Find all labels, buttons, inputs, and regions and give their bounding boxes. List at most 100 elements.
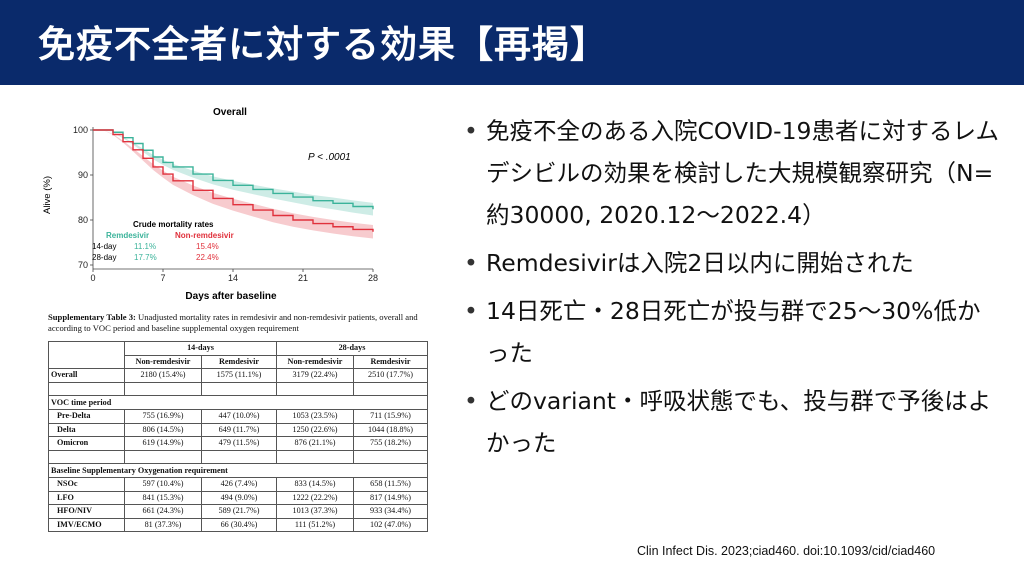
row-label: Omicron xyxy=(48,436,125,451)
x-tick-label: 0 xyxy=(90,273,95,283)
table-row: NSOc 597 (10.4%) 426 (7.4%) 833 (14.5%) … xyxy=(48,476,428,492)
table-cell: 1250 (22.6%) xyxy=(276,422,354,438)
bullet-item: 免疫不全のある入院COVID-19患者に対するレムデシビルの効果を検討した大規模… xyxy=(460,110,1000,236)
table-cell: 619 (14.9%) xyxy=(124,436,202,451)
table-cell: 2510 (17.7%) xyxy=(353,368,428,383)
row-label: IMV/ECMO xyxy=(48,517,125,533)
crude-title: Crude mortality rates xyxy=(133,220,214,229)
table-cell: 589 (21.7%) xyxy=(201,504,277,519)
table-caption-text: Unadjusted mortality rates in remdesivir… xyxy=(48,312,418,333)
table-spacer-row xyxy=(48,381,428,397)
table-row: HFO/NIV 661 (24.3%) 589 (21.7%) 1013 (37… xyxy=(48,504,428,519)
table-cell: 658 (11.5%) xyxy=(353,476,428,492)
x-tick-label: 21 xyxy=(298,273,308,283)
table-cell: 755 (18.2%) xyxy=(353,436,428,451)
row-label: HFO/NIV xyxy=(48,504,125,519)
table-cell: 1044 (18.8%) xyxy=(353,422,428,438)
table-cell: 661 (24.3%) xyxy=(124,504,202,519)
table-cell: 933 (34.4%) xyxy=(353,504,428,519)
table-cell: 817 (14.9%) xyxy=(353,490,428,506)
crude-row-non: 22.4% xyxy=(196,253,219,262)
header-14-days: 14-days xyxy=(124,341,277,356)
crude-row-remdesivir: 17.7% xyxy=(134,253,157,262)
table-cell: 1575 (11.1%) xyxy=(201,368,277,383)
table-cell: 833 (14.5%) xyxy=(276,476,354,492)
row-label: NSOc xyxy=(48,476,125,492)
header-remdesivir: Remdesivir xyxy=(353,354,428,370)
table-cell: 111 (51.2%) xyxy=(276,517,354,533)
table-cell: 2180 (15.4%) xyxy=(124,368,202,383)
table-cell: 1013 (37.3%) xyxy=(276,504,354,519)
table-cell: 81 (37.3%) xyxy=(124,517,202,533)
table-spacer-row xyxy=(48,449,428,465)
table-row: Pre-Delta 755 (16.9%) 447 (10.0%) 1053 (… xyxy=(48,408,428,424)
x-tick-label: 14 xyxy=(228,273,238,283)
row-label: Delta xyxy=(48,422,125,438)
table-row: Delta 806 (14.5%) 649 (11.7%) 1250 (22.6… xyxy=(48,422,428,438)
bullet-list: 免疫不全のある入院COVID-19患者に対するレムデシビルの効果を検討した大規模… xyxy=(460,110,1000,470)
crude-row-label: 14-day xyxy=(92,242,116,251)
crude-col-remdesivir: Remdesivir xyxy=(106,231,149,240)
table-cell: 1222 (22.2%) xyxy=(276,490,354,506)
crude-row-remdesivir: 11.1% xyxy=(134,242,156,251)
table-cell: 711 (15.9%) xyxy=(353,408,428,424)
crude-row-non: 15.4% xyxy=(196,242,219,251)
p-value-label: P < .0001 xyxy=(308,152,351,163)
survival-chart: Overall Alive (%) Days after baseline P … xyxy=(42,107,378,302)
confidence-band xyxy=(93,130,373,239)
table-cell: 1053 (23.5%) xyxy=(276,408,354,424)
x-tick-label: 28 xyxy=(368,273,378,283)
table-section-row: Baseline Supplementary Oxygenation requi… xyxy=(48,463,428,478)
x-tick-label: 7 xyxy=(160,273,165,283)
table-cell: 649 (11.7%) xyxy=(201,422,277,438)
x-axis-label: Days after baseline xyxy=(185,291,277,302)
title-bar: 免疫不全者に対する効果【再掲】 xyxy=(0,0,1024,85)
bullet-item: 14日死亡・28日死亡が投与群で25〜30%低かった xyxy=(460,290,1000,374)
row-label: Overall xyxy=(48,368,125,383)
table-cell: 806 (14.5%) xyxy=(124,422,202,438)
crude-mortality-table: Crude mortality rates Remdesivir Non-rem… xyxy=(92,220,234,262)
table-cell: 597 (10.4%) xyxy=(124,476,202,492)
crude-row-label: 28-day xyxy=(92,253,116,262)
header-non-remdesivir: Non-remdesivir xyxy=(276,354,354,370)
row-label: Pre-Delta xyxy=(48,408,125,424)
table-subheader-row: Non-remdesivir Remdesivir Non-remdesivir… xyxy=(49,354,428,370)
table-row: LFO 841 (15.3%) 494 (9.0%) 1222 (22.2%) … xyxy=(48,490,428,506)
table-cell: 494 (9.0%) xyxy=(201,490,277,506)
header-non-remdesivir: Non-remdesivir xyxy=(124,354,202,370)
table-cell: 66 (30.4%) xyxy=(201,517,277,533)
table-section-row: VOC time period xyxy=(48,395,428,410)
y-tick-label: 100 xyxy=(73,125,88,135)
chart-title: Overall xyxy=(213,107,247,118)
section-voc: VOC time period xyxy=(48,395,428,410)
header-remdesivir: Remdesivir xyxy=(201,354,277,370)
series-line xyxy=(93,129,374,210)
table-corner xyxy=(48,340,125,370)
table-cell: 102 (47.0%) xyxy=(353,517,428,533)
y-tick-label: 70 xyxy=(78,260,88,270)
table-caption: Supplementary Table 3: Unadjusted mortal… xyxy=(48,312,428,334)
crude-col-non: Non-remdesivir xyxy=(175,231,234,240)
y-tick-label: 80 xyxy=(78,215,88,225)
table-cell: 426 (7.4%) xyxy=(201,476,277,492)
table-cell: 755 (16.9%) xyxy=(124,408,202,424)
plot-area: 70 80 90 100 0 7 14 21 28 xyxy=(73,125,378,283)
mortality-table: 14-days 28-days Non-remdesivir Remdesivi… xyxy=(48,340,428,533)
table-row: IMV/ECMO 81 (37.3%) 66 (30.4%) 111 (51.2… xyxy=(48,517,428,533)
y-tick-label: 90 xyxy=(78,170,88,180)
table-header-row: 14-days 28-days xyxy=(48,340,428,370)
confidence-band xyxy=(93,130,373,216)
bullet-item: どのvariant・呼吸状態でも、投与群で予後はよかった xyxy=(460,380,1000,464)
table-cell: 447 (10.0%) xyxy=(201,408,277,424)
row-label: LFO xyxy=(48,490,125,506)
table-cell: 841 (15.3%) xyxy=(124,490,202,506)
table-row: Overall 2180 (15.4%) 1575 (11.1%) 3179 (… xyxy=(48,368,428,383)
slide-title: 免疫不全者に対する効果【再掲】 xyxy=(38,23,608,66)
table-cell: 479 (11.5%) xyxy=(201,436,277,451)
bullet-item: Remdesivirは入院2日以内に開始された xyxy=(460,242,1000,284)
header-28-days: 28-days xyxy=(276,341,428,356)
citation: Clin Infect Dis. 2023;ciad460. doi:10.10… xyxy=(637,544,936,558)
table-cell: 876 (21.1%) xyxy=(276,436,354,451)
table-row: Omicron 619 (14.9%) 479 (11.5%) 876 (21.… xyxy=(48,436,428,451)
section-oxygen: Baseline Supplementary Oxygenation requi… xyxy=(48,463,428,478)
